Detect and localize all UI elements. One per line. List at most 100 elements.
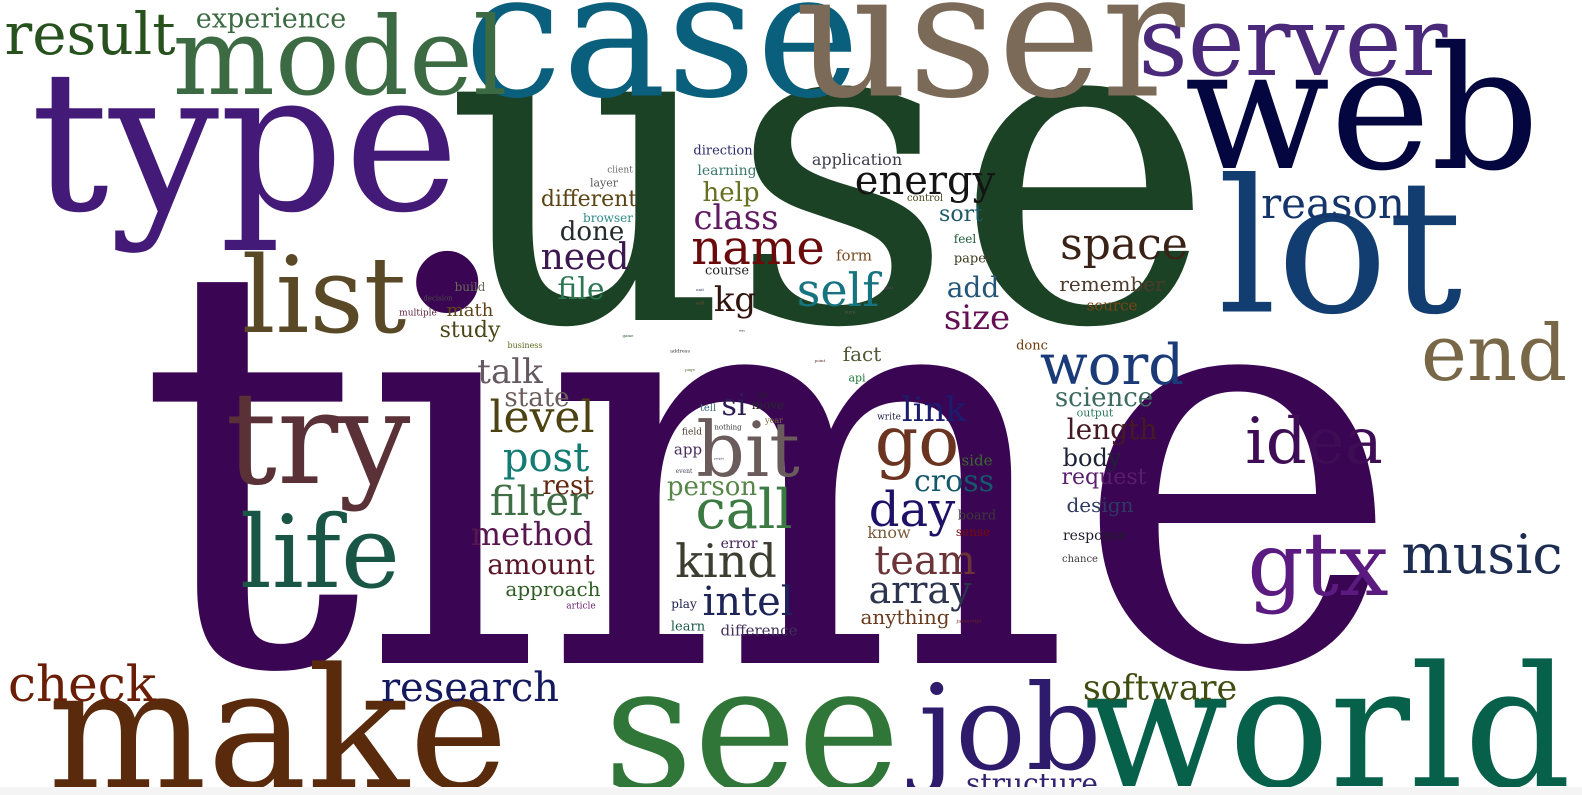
word-design: design bbox=[1066, 493, 1134, 517]
word-play: play bbox=[671, 597, 697, 611]
word-page: page bbox=[685, 367, 695, 372]
word-state: state bbox=[504, 383, 570, 413]
word-source: source bbox=[1086, 296, 1138, 315]
word-move: move bbox=[751, 398, 785, 412]
word-let: let bbox=[758, 391, 768, 400]
word-article: article bbox=[566, 601, 596, 612]
word-course: course bbox=[704, 263, 750, 279]
word-result: result bbox=[4, 0, 176, 68]
word-level: level bbox=[489, 392, 595, 443]
word-name: name bbox=[691, 220, 825, 276]
word-research: research bbox=[380, 665, 560, 711]
word-user: user bbox=[795, 0, 1185, 138]
word-tell: tell bbox=[699, 403, 717, 414]
word-amount: amount bbox=[487, 548, 595, 581]
word-learn: learn bbox=[670, 619, 706, 635]
word-make: make bbox=[47, 632, 509, 795]
word-form: form bbox=[836, 246, 872, 265]
word-space: space bbox=[1060, 219, 1188, 270]
word-link: link bbox=[901, 390, 967, 430]
word-web: web bbox=[1184, 11, 1540, 209]
word-life: life bbox=[239, 494, 401, 611]
word-kind: kind bbox=[675, 534, 777, 588]
word-day: day bbox=[868, 482, 956, 538]
word-paper: paper bbox=[953, 251, 993, 267]
word-end: end bbox=[1420, 309, 1568, 399]
word-client: client bbox=[607, 165, 633, 176]
word-talk: talk bbox=[477, 352, 543, 392]
word-use: use bbox=[445, 0, 1215, 424]
word-approach: approach bbox=[505, 577, 601, 601]
word-point: point bbox=[814, 358, 826, 363]
word-donc: donc bbox=[1016, 338, 1048, 354]
word-team: team bbox=[874, 538, 976, 584]
word-si: si bbox=[721, 388, 747, 423]
word-decision: decision bbox=[423, 294, 453, 303]
word-go: go bbox=[874, 403, 960, 482]
word-experience: experience bbox=[195, 3, 347, 35]
word-case: case bbox=[464, 0, 860, 138]
word-layer: layer bbox=[589, 176, 619, 190]
word-person: person bbox=[666, 472, 758, 502]
word-lot: lot bbox=[1217, 139, 1463, 356]
word-data: data bbox=[884, 285, 894, 290]
word-direction: direction bbox=[693, 143, 753, 159]
word-multiple: multiple bbox=[399, 308, 437, 319]
word-feel: feel bbox=[953, 232, 977, 246]
word-chance: chance bbox=[1062, 554, 1098, 565]
word-reason: reason bbox=[1261, 179, 1405, 228]
word-nothing: nothing bbox=[714, 423, 742, 432]
word-self: self bbox=[796, 263, 880, 317]
word-output: output bbox=[1076, 406, 1114, 420]
word-size: size bbox=[943, 298, 1011, 338]
word-length: length bbox=[1066, 413, 1158, 446]
word-different: different bbox=[540, 187, 638, 212]
word-event: event bbox=[675, 468, 693, 475]
word-address: address bbox=[670, 348, 690, 355]
word-way: way bbox=[738, 328, 746, 333]
word-write: write bbox=[877, 412, 901, 423]
word-file: file bbox=[557, 272, 605, 307]
word-job: job bbox=[918, 659, 1102, 795]
word-difference: difference bbox=[720, 621, 798, 640]
word-request: request bbox=[1061, 465, 1147, 490]
word-class: class bbox=[693, 198, 779, 238]
word-anything: anything bbox=[860, 605, 950, 629]
word-filter: filter bbox=[489, 479, 589, 525]
word-learning: learning bbox=[697, 163, 757, 179]
word-time: time bbox=[136, 144, 1404, 795]
word-javascript: javascript bbox=[956, 618, 982, 625]
word-study: study bbox=[439, 318, 501, 343]
word-software: software bbox=[1082, 668, 1238, 709]
word-array: array bbox=[868, 568, 972, 612]
word-error: error bbox=[720, 536, 758, 552]
word-sure: sure bbox=[844, 309, 856, 316]
word-check: check bbox=[7, 655, 157, 713]
word-know: know bbox=[867, 523, 911, 542]
word-body: body bbox=[1062, 444, 1122, 472]
bottom-edge bbox=[0, 787, 1582, 795]
word-app: app bbox=[673, 440, 703, 459]
word-done: done bbox=[559, 217, 625, 247]
word-world: world bbox=[1084, 630, 1572, 795]
word-sense: sense bbox=[955, 525, 991, 539]
word-cross: cross bbox=[914, 464, 994, 499]
word-idea: idea bbox=[1245, 405, 1383, 479]
word-sort: sort bbox=[939, 202, 983, 227]
word-science: science bbox=[1054, 383, 1154, 413]
word-see: see bbox=[603, 628, 901, 795]
word-math: math bbox=[446, 300, 494, 321]
word-need: need bbox=[540, 237, 630, 278]
word-model: model bbox=[172, 0, 508, 120]
word-kg: kg bbox=[713, 280, 757, 320]
word-bit: bit bbox=[696, 405, 800, 494]
word-gtx: gtx bbox=[1247, 513, 1389, 616]
word-browser: browser bbox=[583, 211, 633, 225]
word-year: year bbox=[765, 416, 783, 425]
word-sell: sell bbox=[695, 300, 705, 307]
word-unit: unit bbox=[695, 287, 705, 292]
word-intel: intel bbox=[702, 579, 794, 625]
word-help: help bbox=[702, 178, 760, 208]
word-rest: rest bbox=[542, 471, 594, 501]
